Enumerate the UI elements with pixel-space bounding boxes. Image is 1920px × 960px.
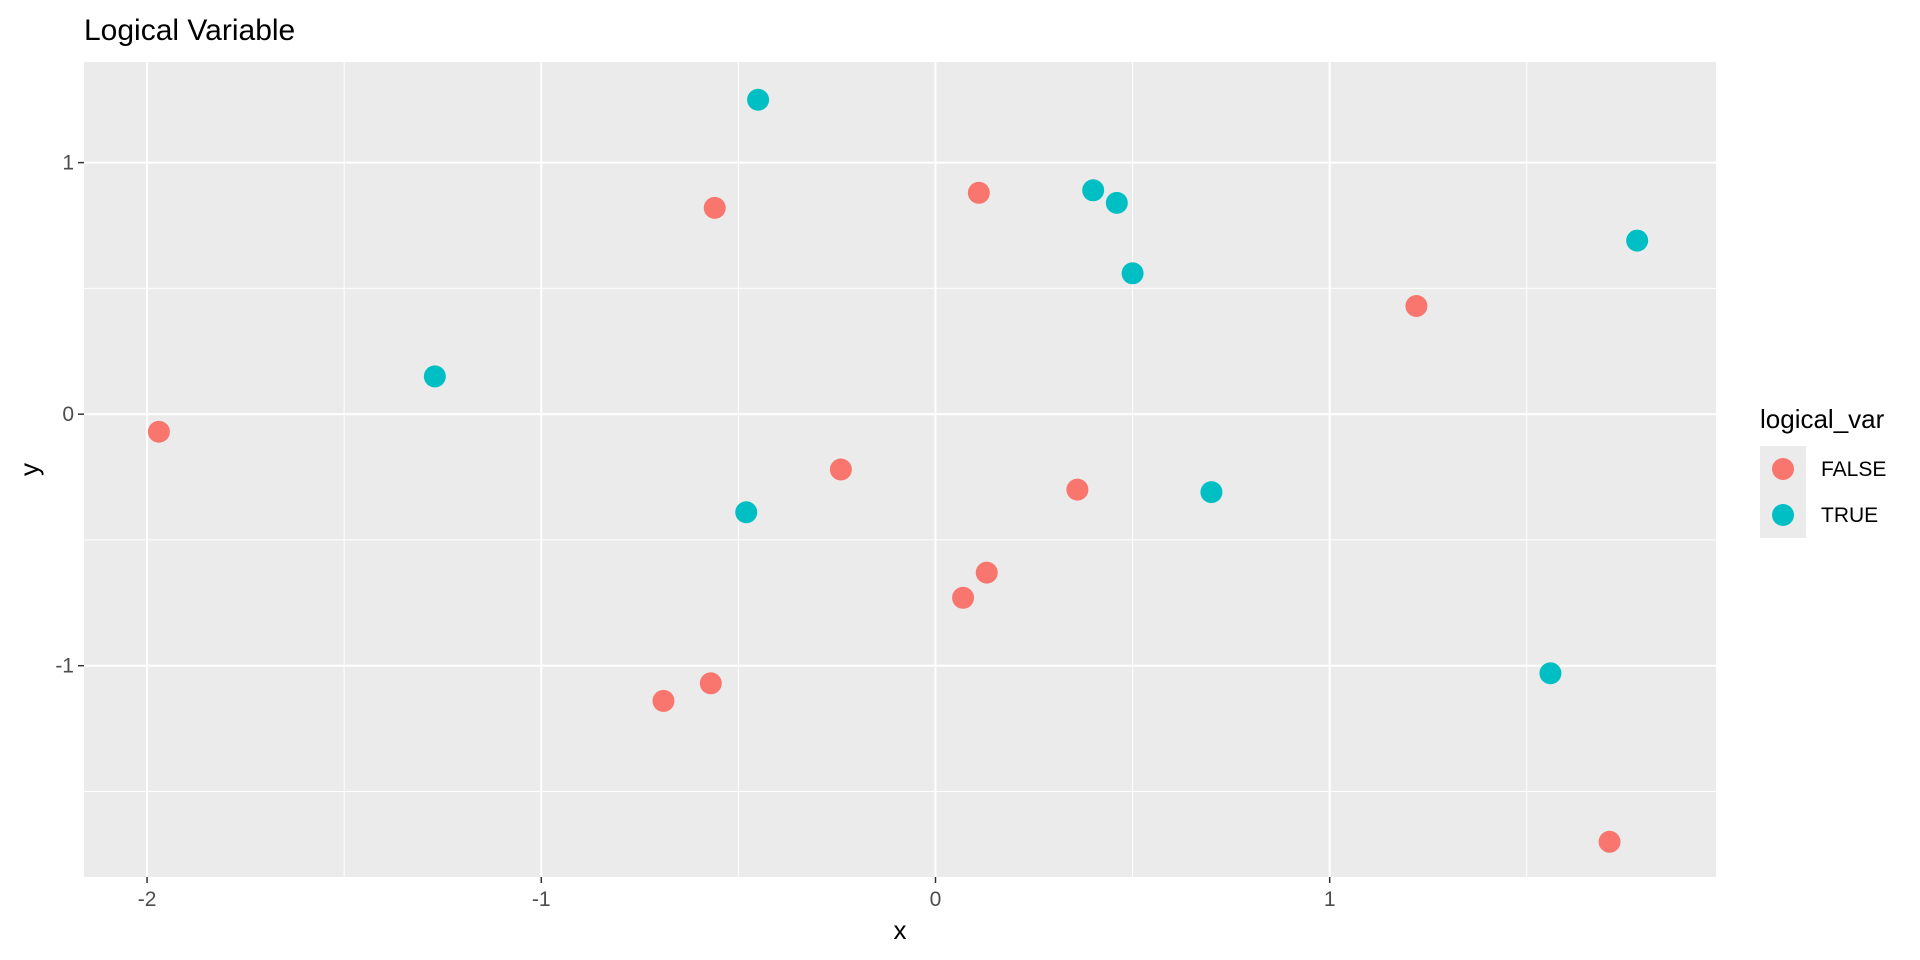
point-true: [1626, 229, 1649, 252]
point-true: [1200, 481, 1223, 504]
point-false: [967, 181, 990, 204]
point-true: [423, 365, 446, 388]
legend-label-false: FALSE: [1821, 458, 1886, 481]
legend-title: logical_var: [1760, 404, 1885, 434]
x-axis-ticks: -2 -1 0 1: [138, 877, 1336, 911]
point-false: [652, 689, 675, 712]
legend-key-true: [1772, 504, 1794, 526]
plot-panel: [84, 62, 1716, 877]
x-tick-label: -2: [138, 888, 157, 911]
minor-gridlines: [84, 62, 1716, 877]
point-true: [1121, 262, 1144, 285]
point-true: [735, 501, 758, 524]
y-axis-ticks: -1 0 1: [55, 152, 84, 678]
x-axis-title: x: [894, 915, 907, 945]
x-tick-label: 1: [1324, 888, 1336, 911]
point-false: [1598, 830, 1621, 853]
point-false: [1066, 478, 1089, 501]
point-false: [699, 672, 722, 695]
y-tick-label: 0: [62, 403, 74, 426]
point-false: [952, 586, 975, 609]
legend-key-false: [1772, 458, 1794, 480]
point-true: [1082, 179, 1105, 202]
point-true: [1105, 191, 1128, 214]
x-tick-label: 0: [930, 888, 942, 911]
y-tick-label: -1: [55, 655, 74, 678]
point-false: [147, 420, 170, 443]
major-gridlines: [84, 62, 1716, 877]
x-tick-label: -1: [532, 888, 551, 911]
y-tick-label: 1: [62, 152, 74, 175]
point-false: [1405, 294, 1428, 317]
legend: logical_var FALSE TRUE: [1760, 404, 1886, 538]
point-true: [747, 88, 770, 111]
y-axis-title: y: [14, 463, 44, 476]
point-false: [829, 458, 852, 481]
point-false: [975, 561, 998, 584]
data-points: [147, 88, 1649, 853]
chart-title: Logical Variable: [84, 14, 295, 47]
legend-label-true: TRUE: [1821, 504, 1878, 527]
point-false: [703, 196, 726, 219]
point-true: [1539, 662, 1562, 685]
